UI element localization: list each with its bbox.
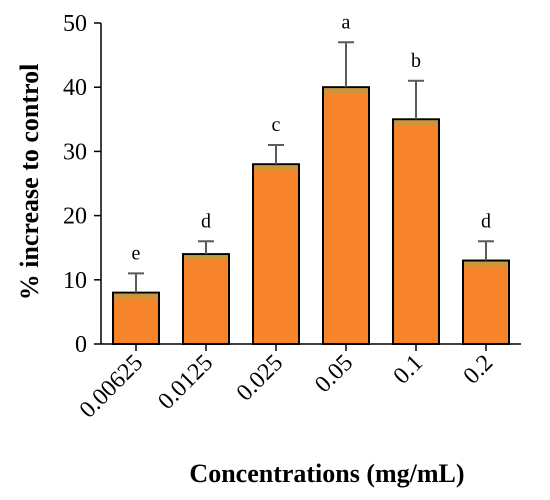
x-tick-label: 0.00625 bbox=[75, 350, 149, 424]
bars: e d c a b d bbox=[112, 11, 510, 346]
bar-top-band bbox=[184, 255, 228, 261]
bar bbox=[182, 253, 230, 345]
bar bbox=[392, 118, 440, 345]
bar-top-band bbox=[464, 261, 508, 267]
significance-letter: e bbox=[132, 242, 141, 264]
x-axis: 0.00625 0.0125 0.025 0.05 0.1 0.2 bbox=[75, 343, 521, 424]
x-tick-label: 0.0125 bbox=[153, 350, 218, 415]
significance-letter: d bbox=[201, 210, 211, 232]
x-tick-label: 0.2 bbox=[459, 350, 499, 390]
y-tick-label: 30 bbox=[63, 139, 87, 165]
significance-letter: b bbox=[411, 50, 421, 72]
y-tick-label: 20 bbox=[63, 204, 87, 230]
x-tick-label: 0.05 bbox=[310, 350, 358, 398]
y-axis-title: % increase to control bbox=[15, 64, 44, 301]
bar-top-band bbox=[114, 293, 158, 299]
x-tick-label: 0.025 bbox=[232, 350, 289, 407]
y-axis: 0 10 20 30 40 50 bbox=[63, 11, 102, 358]
bar bbox=[112, 291, 160, 346]
significance-letter: a bbox=[342, 11, 351, 33]
y-tick-label: 50 bbox=[63, 11, 87, 37]
y-tick-label: 10 bbox=[63, 268, 87, 294]
y-tick-label: 40 bbox=[63, 75, 87, 101]
bar bbox=[252, 163, 300, 345]
bar bbox=[462, 259, 510, 346]
bar-top-band bbox=[394, 120, 438, 126]
x-tick-label: 0.1 bbox=[389, 350, 429, 390]
significance-letter: d bbox=[481, 210, 491, 232]
bar-top-band bbox=[254, 165, 298, 171]
significance-letter: c bbox=[272, 114, 281, 136]
x-axis-title: Concentrations (mg/mL) bbox=[189, 459, 464, 488]
y-tick-label: 0 bbox=[75, 332, 87, 358]
bar-top-band bbox=[324, 88, 368, 94]
bar bbox=[322, 86, 370, 345]
